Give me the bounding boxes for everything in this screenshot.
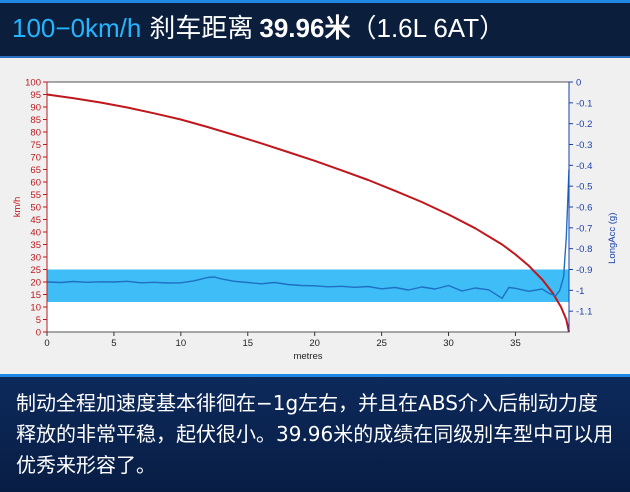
braking-chart: 0510152025303540455055606570758085909510… bbox=[12, 78, 618, 363]
x-tick-label: 0 bbox=[44, 338, 49, 349]
y-left-tick-label: 45 bbox=[30, 215, 41, 226]
title-distance-value: 39.96 bbox=[259, 13, 325, 43]
title-distance-unit: 米 bbox=[324, 14, 351, 44]
x-tick-label: 25 bbox=[376, 338, 387, 349]
y-left-tick-label: 5 bbox=[36, 315, 41, 326]
title-speed-range: 100−0km/h bbox=[12, 13, 142, 43]
banner-bottom-accent bbox=[0, 56, 630, 58]
y-left-tick-label: 25 bbox=[30, 265, 41, 276]
y-left-tick-label: 55 bbox=[30, 190, 41, 201]
y-right-tick-label: -0.8 bbox=[576, 244, 592, 255]
y-right-tick-label: -1.1 bbox=[576, 307, 592, 318]
x-tick-label: 15 bbox=[242, 338, 253, 349]
y-right-tick-label: -0.6 bbox=[576, 203, 592, 214]
y-left-tick-label: 20 bbox=[30, 278, 41, 289]
y-left-tick-label: 50 bbox=[30, 203, 41, 214]
x-axis-label: metres bbox=[293, 351, 322, 362]
chart-panel: 0 5 10 15 20 25 30 35 40 45 50 55 60 65 70 75 80 85 90 95 10… bbox=[0, 58, 630, 374]
y-left-tick-label: 60 bbox=[30, 178, 41, 189]
y-left-tick-label: 70 bbox=[30, 153, 41, 164]
y-right-tick-label: -0.4 bbox=[576, 161, 592, 172]
y-axis-left-label: km/h bbox=[12, 197, 23, 218]
y-right-tick-label: -0.5 bbox=[576, 182, 592, 193]
y-right-tick-label: -0.9 bbox=[576, 265, 592, 276]
x-tick-label: 5 bbox=[111, 338, 116, 349]
y-right-tick-label: -0.7 bbox=[576, 223, 592, 234]
y-right-tick-label: -0.1 bbox=[576, 98, 592, 109]
y-axis-right-label: LongAcc (g) bbox=[607, 213, 618, 264]
y-left-tick-label: 0 bbox=[36, 328, 41, 339]
y-left-tick-label: 75 bbox=[30, 140, 41, 151]
y-right-tick-label: 0 bbox=[576, 78, 581, 89]
y-left-tick-label: 80 bbox=[30, 128, 41, 139]
title-banner: 100−0km/h 刹车距离 39.96米（1.6L 6AT） bbox=[0, 0, 630, 58]
y-left-tick-label: 10 bbox=[30, 303, 41, 314]
acceleration-series-line bbox=[46, 169, 570, 300]
banner-top-accent bbox=[0, 0, 630, 3]
y-left-tick-label: 100 bbox=[25, 78, 41, 89]
y-left-tick-label: 90 bbox=[30, 103, 41, 114]
x-tick-label: 35 bbox=[510, 338, 521, 349]
y-right-tick-label: -1 bbox=[576, 286, 584, 297]
y-left-tick-label: 15 bbox=[30, 290, 41, 301]
caption-text: 制动全程加速度基本徘徊在−1g左右，并且在ABS介入后制动力度释放的非常平稳，起… bbox=[16, 391, 614, 477]
page-title: 100−0km/h 刹车距离 39.96米（1.6L 6AT） bbox=[12, 10, 505, 46]
caption-panel: 制动全程加速度基本徘徊在−1g左右，并且在ABS介入后制动力度释放的非常平稳，起… bbox=[0, 374, 630, 492]
x-tick-label: 10 bbox=[176, 338, 187, 349]
x-tick-label: 20 bbox=[309, 338, 320, 349]
y-left-tick-label: 65 bbox=[30, 165, 41, 176]
title-engine-spec: （1.6L 6AT） bbox=[350, 13, 506, 43]
y-right-tick-label: -0.3 bbox=[576, 140, 592, 151]
y-left-tick-label: 95 bbox=[30, 90, 41, 101]
y-left-tick-label: 30 bbox=[30, 253, 41, 264]
y-left-tick-label: 85 bbox=[30, 115, 41, 126]
title-label: 刹车距离 bbox=[149, 14, 254, 44]
y-right-tick-label: -0.2 bbox=[576, 119, 592, 130]
y-left-tick-label: 40 bbox=[30, 228, 41, 239]
speed-series-line bbox=[46, 93, 570, 333]
y-left-tick-label: 35 bbox=[30, 240, 41, 251]
caption-top-accent bbox=[0, 374, 630, 377]
x-tick-label: 30 bbox=[443, 338, 454, 349]
